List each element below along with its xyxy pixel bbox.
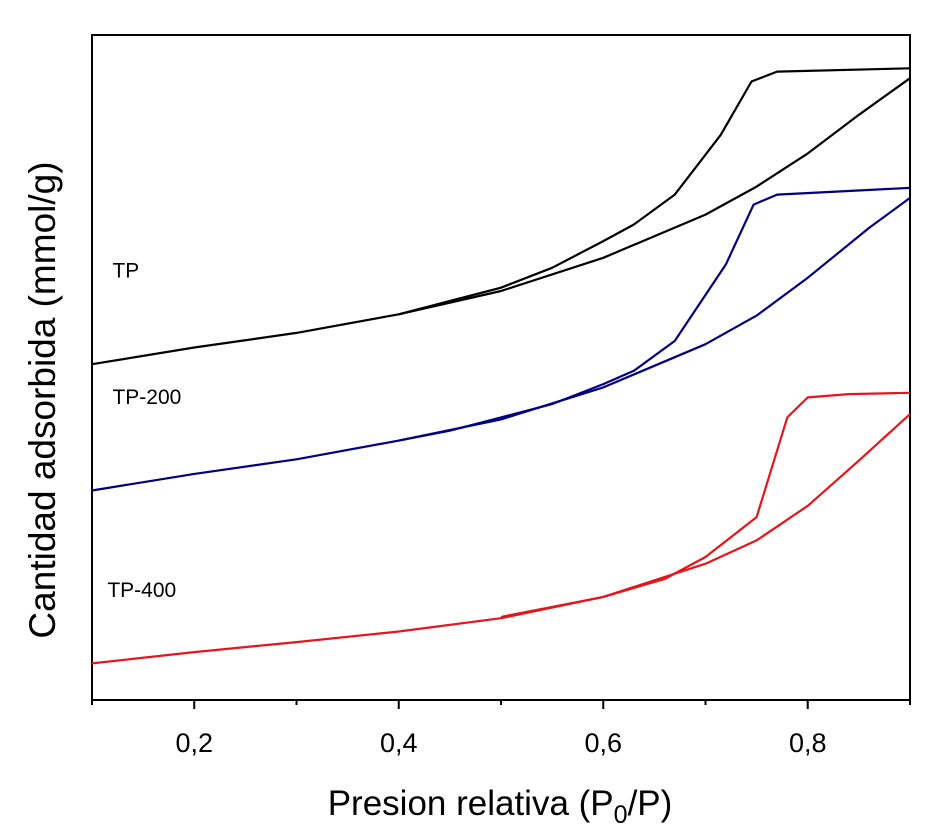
- x-tick-label-1: 0,4: [380, 728, 418, 758]
- x-axis-title-main: Presion relativa (P: [328, 784, 614, 823]
- x-axis-title-end: /P): [628, 784, 673, 823]
- series-tp-adsorption-line: [91, 77, 911, 366]
- x-axis-title: Presion relativa (P0/P): [328, 784, 673, 829]
- series-tp-400-desorption-line: [500, 391, 911, 618]
- x-axis-title-subscript: 0: [614, 801, 628, 829]
- x-axis-tick-labels: 0,2 0,4 0,6 0,8: [175, 728, 826, 758]
- plot-frame: [91, 34, 911, 701]
- series-label-tp-200: TP-200: [112, 386, 181, 409]
- x-tick-label-3: 0,8: [789, 728, 827, 758]
- x-axis-ticks: [91, 700, 911, 709]
- series-label-tp: TP: [112, 260, 139, 283]
- y-axis-title: Cantidad adsorbida (mmol/g): [22, 161, 63, 638]
- series-tp-200-desorption-line: [398, 186, 911, 442]
- series-tp-200-adsorption-line: [91, 197, 911, 492]
- x-tick-label-2: 0,6: [584, 728, 622, 758]
- x-tick-label-0: 0,2: [175, 728, 213, 758]
- series-tp-400-adsorption-line: [91, 413, 911, 665]
- series-tp-desorption-line: [398, 67, 911, 316]
- series-label-tp-400: TP-400: [107, 579, 176, 602]
- series-labels: TP TP-200 TP-400: [107, 260, 181, 602]
- series-layer: [91, 67, 911, 665]
